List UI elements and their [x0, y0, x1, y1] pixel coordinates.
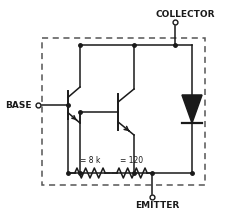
Text: = 120: = 120 [120, 156, 144, 165]
Text: BASE: BASE [5, 101, 32, 110]
Polygon shape [182, 95, 202, 123]
Text: COLLECTOR: COLLECTOR [155, 10, 215, 19]
Text: EMITTER: EMITTER [135, 201, 179, 210]
Text: = 8 k: = 8 k [80, 156, 100, 165]
